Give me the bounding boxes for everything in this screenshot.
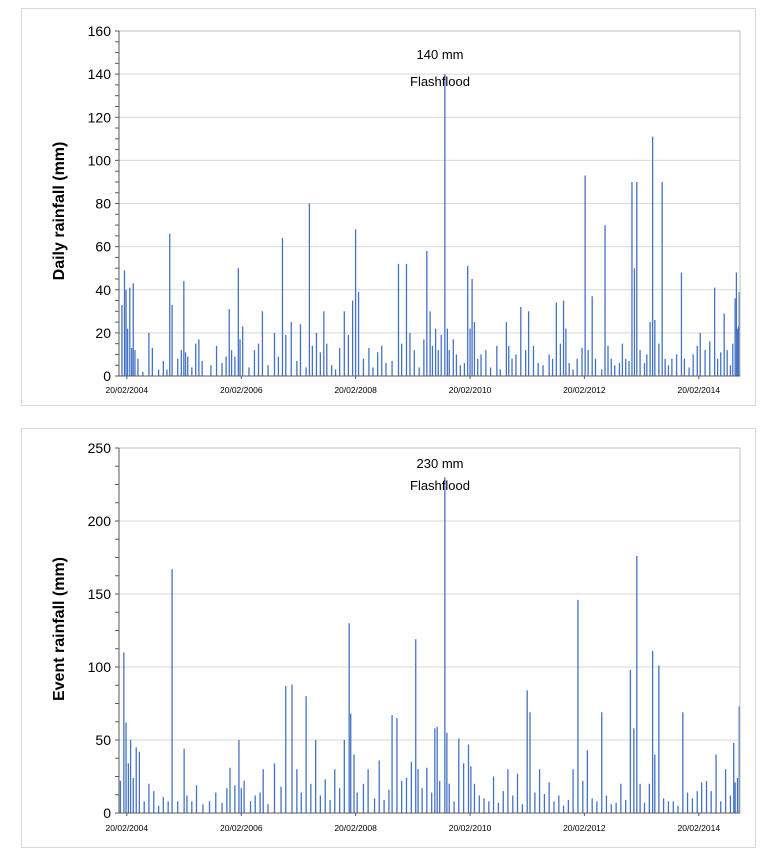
y-axis-label: Event rainfall (mm) xyxy=(51,557,68,701)
x-tick-label: 20/02/2004 xyxy=(106,823,149,833)
x-tick-label: 20/02/2012 xyxy=(563,823,606,833)
y-axis-label: Daily rainfall (mm) xyxy=(51,142,68,281)
y-tick-label: 50 xyxy=(95,732,111,748)
x-tick-label: 20/02/2004 xyxy=(106,385,149,395)
plot-frame xyxy=(118,447,741,814)
daily-rainfall-chart-panel: 0 20 40 60 80 100 120 140 160 20/02/2004 20/02/20… xyxy=(21,8,756,406)
event-rainfall-chart-panel: 0 50 100 150 200 250 20/02/2004 20/02/2006 20/0… xyxy=(21,428,756,848)
y-tick-label: 80 xyxy=(95,196,111,212)
annotation-flashflood: Flashflood xyxy=(410,478,470,493)
annotation-peak-value: 140 mm xyxy=(417,47,464,62)
x-tick-label: 20/02/2012 xyxy=(563,385,606,395)
x-tick-label: 20/02/2008 xyxy=(334,823,377,833)
y-tick-label: 0 xyxy=(103,368,111,384)
gridlines xyxy=(119,30,740,334)
x-tick-labels: 20/02/2004 20/02/2006 20/02/2008 20/02/2010… xyxy=(106,823,721,833)
y-tick-label: 100 xyxy=(88,659,112,675)
x-tick-label: 20/02/2006 xyxy=(220,385,263,395)
x-tick-label: 20/02/2008 xyxy=(334,385,377,395)
y-tick-label: 140 xyxy=(88,66,112,82)
x-tick-label: 20/02/2010 xyxy=(449,385,492,395)
rainfall-bars xyxy=(121,74,741,376)
rainfall-bars xyxy=(119,477,741,813)
y-tick-labels: 0 20 40 60 80 100 120 140 160 xyxy=(88,23,112,384)
axes xyxy=(115,30,741,379)
y-tick-labels: 0 50 100 150 200 250 xyxy=(88,440,112,821)
y-tick-label: 150 xyxy=(88,586,112,602)
y-tick-label: 250 xyxy=(88,440,112,456)
x-tick-label: 20/02/2014 xyxy=(678,385,721,395)
x-tick-labels: 20/02/2004 20/02/2006 20/02/2008 20/02/2010… xyxy=(106,385,721,395)
y-tick-label: 20 xyxy=(95,325,111,341)
y-tick-label: 0 xyxy=(103,805,111,821)
y-tick-label: 120 xyxy=(88,109,112,125)
y-tick-label: 200 xyxy=(88,513,112,529)
y-tick-label: 100 xyxy=(88,152,112,168)
annotation-flashflood: Flashflood xyxy=(410,74,470,89)
x-tick-label: 20/02/2014 xyxy=(678,823,721,833)
x-tick-label: 20/02/2006 xyxy=(220,823,263,833)
y-tick-label: 60 xyxy=(95,239,111,255)
y-tick-label: 160 xyxy=(88,23,112,39)
y-tick-label: 40 xyxy=(95,282,111,298)
x-tick-label: 20/02/2010 xyxy=(449,823,492,833)
axes xyxy=(115,447,741,816)
annotation-peak-value: 230 mm xyxy=(417,456,464,471)
